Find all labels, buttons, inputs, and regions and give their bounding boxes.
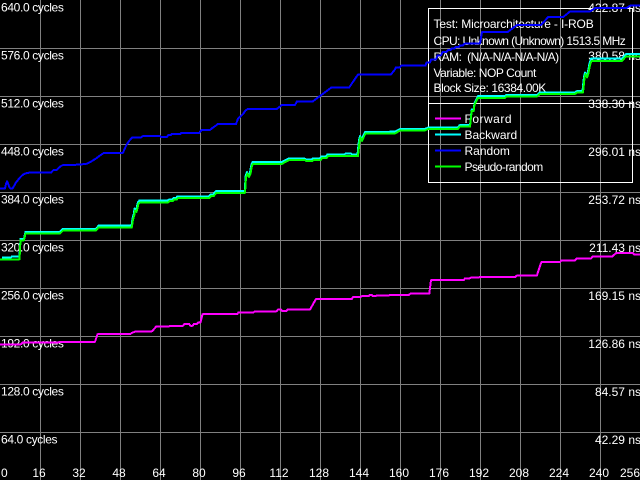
svg-text:64: 64 [152, 466, 166, 480]
svg-text:192: 192 [469, 466, 489, 480]
svg-text:224: 224 [549, 466, 569, 480]
svg-text:640.0 cycles: 640.0 cycles [1, 1, 64, 15]
svg-text:576.0 cycles: 576.0 cycles [1, 49, 64, 63]
svg-text:Backward: Backward [465, 128, 518, 142]
svg-text:48: 48 [112, 466, 126, 480]
svg-text:296.01 ns: 296.01 ns [588, 145, 640, 159]
svg-text:Block Size: 16384.00K: Block Size: 16384.00K [434, 81, 547, 95]
svg-text:176: 176 [429, 466, 449, 480]
svg-text:Forward: Forward [465, 112, 513, 126]
svg-text:0: 0 [1, 466, 8, 480]
svg-text:211.43 ns: 211.43 ns [589, 241, 640, 255]
svg-text:126.86 ns: 126.86 ns [588, 337, 640, 351]
svg-text:Random: Random [465, 144, 510, 158]
svg-text:84.57 ns: 84.57 ns [595, 385, 640, 399]
svg-text:RAM: (N/A-N/A-N/A-N/A): RAM: (N/A-N/A-N/A-N/A) [434, 50, 560, 64]
svg-text:256.0 cycles: 256.0 cycles [1, 289, 64, 303]
svg-text:253.72 ns: 253.72 ns [588, 193, 640, 207]
svg-text:144: 144 [349, 466, 369, 480]
svg-text:160: 160 [389, 466, 409, 480]
svg-text:256: 256 [620, 466, 640, 480]
svg-text:320.0 cycles: 320.0 cycles [1, 241, 64, 255]
svg-text:Variable: NOP Count: Variable: NOP Count [434, 66, 538, 80]
svg-text:448.0 cycles: 448.0 cycles [1, 145, 64, 159]
svg-text:112: 112 [269, 466, 288, 480]
svg-text:64.0 cycles: 64.0 cycles [1, 433, 58, 447]
svg-text:80: 80 [192, 466, 206, 480]
svg-text:208: 208 [509, 466, 529, 480]
svg-text:128.0 cycles: 128.0 cycles [1, 385, 64, 399]
svg-text:Test: Microarchitecture - I-RO: Test: Microarchitecture - I-ROB [434, 17, 594, 31]
svg-text:Pseudo-random: Pseudo-random [465, 160, 544, 174]
svg-text:32: 32 [72, 466, 86, 480]
svg-text:384.0 cycles: 384.0 cycles [1, 193, 64, 207]
svg-text:42.29 ns: 42.29 ns [595, 433, 640, 447]
svg-text:240: 240 [589, 466, 609, 480]
svg-text:96: 96 [232, 466, 246, 480]
svg-text:16: 16 [32, 466, 46, 480]
svg-text:512.0 cycles: 512.0 cycles [1, 97, 64, 111]
svg-text:169.15 ns: 169.15 ns [588, 289, 640, 303]
svg-text:128: 128 [309, 466, 329, 480]
